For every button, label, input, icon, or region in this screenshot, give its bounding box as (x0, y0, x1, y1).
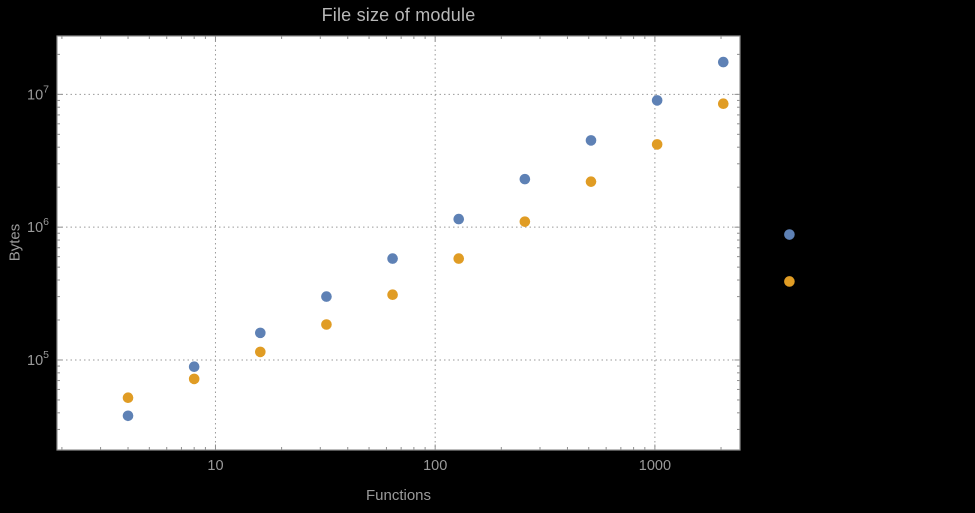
x-tick-label: 10 (207, 458, 223, 474)
data-point-blue (122, 410, 134, 422)
data-point-orange (717, 98, 729, 110)
data-point-orange (321, 319, 332, 330)
data-point-orange (387, 289, 398, 301)
data-point-orange (453, 253, 465, 264)
data-point-blue (717, 56, 729, 68)
data-point-orange (255, 346, 266, 358)
data-point-orange (188, 373, 200, 385)
data-point-blue (651, 95, 663, 106)
x-axis-label: Functions (365, 487, 432, 504)
y-tick-label: 106 (27, 216, 49, 236)
x-tick-label: 100 (423, 458, 447, 474)
chart-title: File size of module (321, 5, 476, 25)
y-tick-label: 107 (27, 83, 49, 103)
data-point-blue (784, 229, 795, 240)
data-point-orange (585, 176, 597, 187)
plot-area (57, 36, 740, 450)
data-point-blue (453, 213, 465, 225)
data-point-blue (255, 327, 266, 339)
data-point-orange (519, 216, 531, 227)
data-point-blue (519, 173, 531, 185)
data-point-orange (651, 139, 663, 150)
data-point-blue (585, 135, 597, 146)
data-point-orange (784, 276, 795, 287)
x-tick-label: 1000 (639, 458, 671, 474)
data-point-blue (387, 253, 398, 264)
data-point-orange (122, 392, 134, 403)
data-point-blue (188, 361, 200, 373)
plot-frame (56, 35, 741, 451)
y-tick-label: 105 (27, 349, 49, 369)
data-point-blue (321, 291, 332, 302)
